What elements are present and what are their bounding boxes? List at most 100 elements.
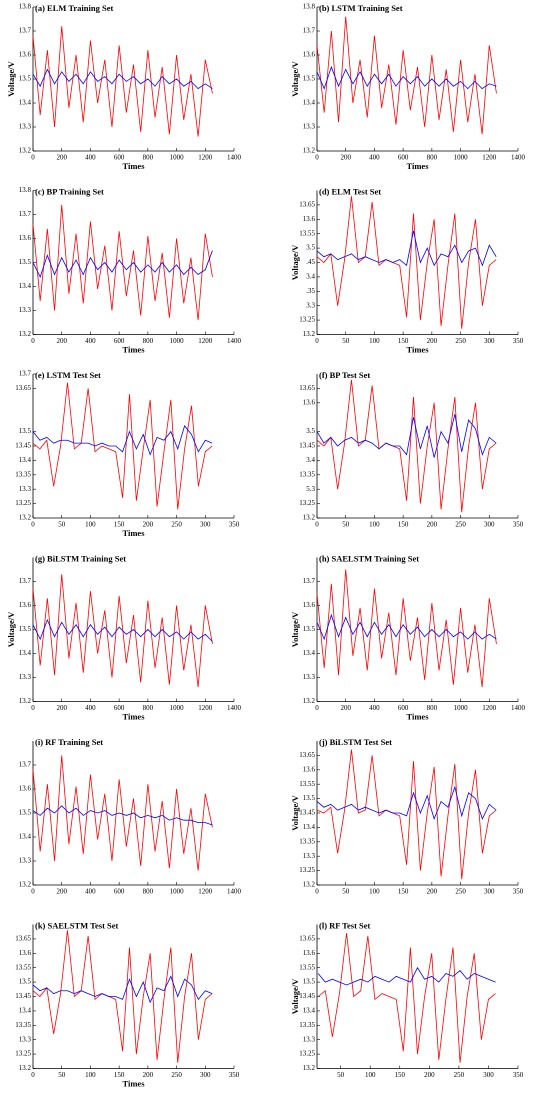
series-line <box>32 755 213 871</box>
y-tick-label: 13.4 <box>303 823 316 831</box>
chart-title: (g) BiLSTM Training Set <box>35 553 126 563</box>
x-tick-label: 350 <box>513 521 524 529</box>
y-tick-label: 13.2 <box>19 1064 32 1072</box>
y-tick-label: 13.4 <box>19 282 32 290</box>
y-tick-label: 13.2 <box>303 330 316 338</box>
y-tick-label: 13.3 <box>303 1035 316 1043</box>
y-tick-label: 13.3 <box>19 857 32 865</box>
x-tick-label: 1000 <box>170 888 185 896</box>
y-tick-label: 13.25 <box>299 1050 315 1058</box>
x-tick-label: 150 <box>398 337 409 345</box>
y-tick-label: 13.45 <box>299 442 315 450</box>
y-tick-label: 13.2 <box>303 514 316 522</box>
y-tick-label: 13.8 <box>303 3 316 11</box>
y-tick-label: 13.5 <box>19 978 32 986</box>
x-tick-label: 250 <box>171 1071 182 1079</box>
x-tick-label: 250 <box>455 888 466 896</box>
x-tick-label: 1200 <box>198 704 213 712</box>
x-tick-label: 200 <box>427 521 438 529</box>
y-tick-label: 13.7 <box>19 27 32 35</box>
y-tick-label: 13.5 <box>19 625 32 633</box>
x-tick-label: 50 <box>58 1071 66 1079</box>
x-tick-label: 350 <box>513 1071 524 1079</box>
y-tick-label: 13.25 <box>15 499 31 507</box>
x-tick-label: 0 <box>315 704 319 712</box>
x-tick-label: 600 <box>114 154 125 162</box>
x-tick-label: 1400 <box>227 154 242 162</box>
y-tick-label: 13.7 <box>19 210 32 218</box>
x-tick-label: 400 <box>85 704 96 712</box>
x-tick-label: 600 <box>114 888 125 896</box>
y-tick-label: 13.7 <box>19 577 32 585</box>
chart-panel: 13.2 13.25 13.3 13.35 13.4 13.45 13.5 13.55 13.6… <box>15 920 240 1088</box>
y-tick-label: 13.6 <box>303 949 316 957</box>
x-tick-label: 0 <box>315 154 319 162</box>
y-tick-label: 13.2 <box>303 697 316 705</box>
x-tick-label: 1000 <box>170 704 185 712</box>
x-tick-label: 1000 <box>170 154 185 162</box>
y-tick-label: 13.2 <box>19 881 32 889</box>
y-tick-label: 13.8 <box>19 186 32 194</box>
x-tick-label: 250 <box>454 1071 465 1079</box>
x-tick-label: 200 <box>56 337 67 345</box>
y-tick-label: 13.65 <box>299 751 315 759</box>
x-axis-label: Times <box>406 161 429 171</box>
x-tick-label: 350 <box>513 888 524 896</box>
x-tick-label: 1000 <box>454 154 469 162</box>
x-tick-label: 0 <box>31 1071 35 1079</box>
x-tick-label: 200 <box>424 1071 435 1079</box>
series-line <box>316 749 497 880</box>
x-axis-label: Times <box>122 1078 145 1088</box>
series-line <box>32 204 213 321</box>
y-tick-label: 13.65 <box>15 384 31 392</box>
y-tick-label: 13.65 <box>299 384 315 392</box>
chart-title: (b) LSTM Training Set <box>319 3 403 13</box>
y-tick-label: 13.4 <box>303 649 316 657</box>
y-tick-label: 13.6 <box>303 765 316 773</box>
series-line <box>32 68 213 90</box>
y-tick-label: 13.4 <box>19 649 32 657</box>
x-tick-label: 1200 <box>198 154 213 162</box>
y-tick-label: 3.3 <box>306 301 315 309</box>
y-tick-label: 13.4 <box>19 456 32 464</box>
x-tick-label: 600 <box>114 337 125 345</box>
y-tick-label: 13.6 <box>303 51 316 59</box>
chart-panel: 13.2 13.3 13.4 13.5 13.6 13.7 0 200 400 600 800 100… <box>6 553 242 721</box>
series-line <box>32 805 213 826</box>
y-tick-label: 13.2 <box>303 1064 316 1072</box>
x-axis-label: Times <box>406 711 429 721</box>
y-tick-label: 13.25 <box>299 316 315 324</box>
x-tick-label: 200 <box>143 1071 154 1079</box>
x-tick-label: 400 <box>369 154 380 162</box>
series-line <box>316 379 497 513</box>
x-tick-label: 100 <box>369 521 380 529</box>
y-tick-label: 13.4 <box>19 99 32 107</box>
x-tick-label: 150 <box>114 521 125 529</box>
x-tick-label: 350 <box>229 521 240 529</box>
chart-panel: 13.2 13.3 13.4 13.5 13.6 13.7 0 200 400 600 800 100… <box>290 553 526 721</box>
y-tick-label: 13.3 <box>303 852 316 860</box>
y-axis-label: Voltage/V <box>290 794 300 830</box>
x-tick-label: 300 <box>200 521 211 529</box>
y-tick-label: 13.65 <box>299 201 315 209</box>
x-tick-label: 50 <box>342 521 350 529</box>
x-tick-label: 150 <box>398 888 409 896</box>
y-tick-label: 5.3 <box>306 485 315 493</box>
y-tick-label: .35 <box>306 287 315 295</box>
y-tick-label: 13.2 <box>19 514 32 522</box>
chart-title: (d) ELM Test Set <box>319 186 381 196</box>
series-line <box>316 230 497 267</box>
series-line <box>32 975 213 1004</box>
chart-title: (l) RF Test Set <box>319 920 371 930</box>
x-tick-label: 0 <box>31 888 35 896</box>
y-tick-label: 13.3 <box>19 485 32 493</box>
series-line <box>32 930 213 1063</box>
x-tick-label: 150 <box>114 1071 125 1079</box>
y-tick-label: 13.55 <box>299 963 315 971</box>
x-tick-label: 200 <box>143 521 154 529</box>
series-line <box>32 26 213 137</box>
x-tick-label: 800 <box>427 704 438 712</box>
y-tick-label: 13.2 <box>19 147 32 155</box>
x-tick-label: 100 <box>365 1071 376 1079</box>
